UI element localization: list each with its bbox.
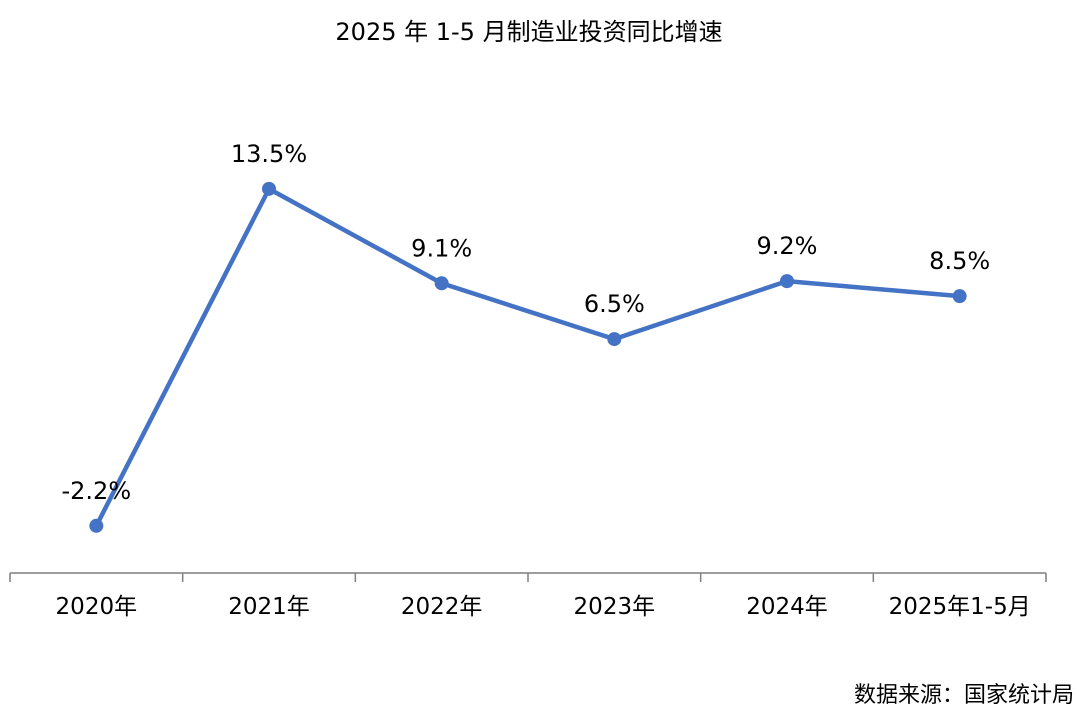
data-label: 9.2% [757,232,818,260]
x-tick-label: 2023年 [574,594,656,620]
x-tick-label: 2022年 [401,594,483,620]
x-ticks [9,573,1047,582]
data-label: 13.5% [231,140,307,168]
x-tick-label: 2020年 [56,594,138,620]
data-labels: -2.2% 13.5% 9.1% 6.5% 9.2% 8.5% [62,140,991,505]
x-tick-label: 2025年1-5月 [889,594,1031,620]
data-point [607,332,622,347]
data-point [780,274,794,289]
data-label: 6.5% [584,290,645,318]
chart-title: 2025 年 1-5 月制造业投资同比增速 [335,18,722,46]
data-point [262,181,276,196]
data-label: 8.5% [929,247,990,275]
data-points [89,181,967,533]
data-point [89,518,104,533]
x-tick-labels: 2020年 2021年 2022年 2023年 2024年 2025年1-5月 [56,594,1031,620]
x-tick-label: 2024年 [746,594,828,620]
x-tick-label: 2021年 [228,594,310,620]
data-point [952,289,967,304]
data-label: -2.2% [62,477,132,505]
source-note: 数据来源：国家统计局 [854,683,1074,708]
data-label: 9.1% [411,234,472,262]
series-line [94,186,962,529]
data-point [434,276,449,291]
